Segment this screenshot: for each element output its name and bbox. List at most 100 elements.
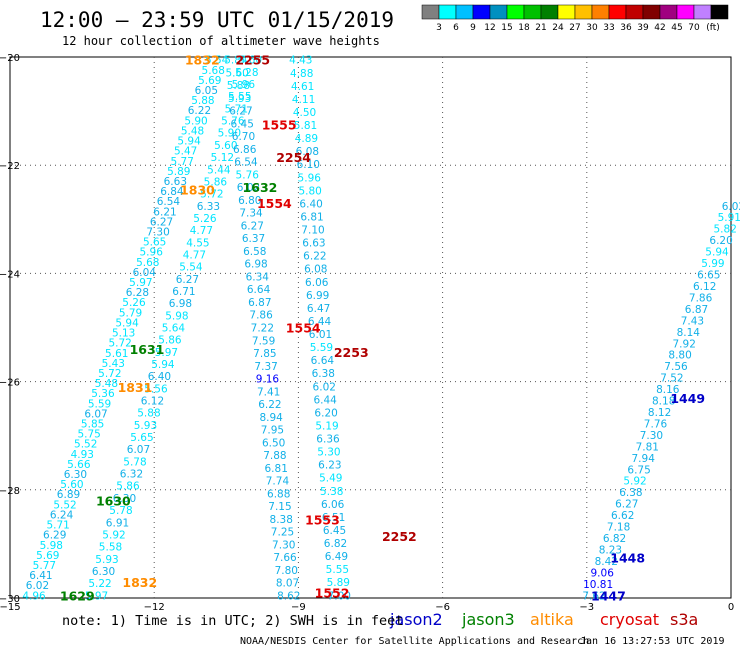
y-tick-label: −28 — [0, 486, 20, 497]
wave-height-value: 7.25 — [271, 527, 294, 539]
colorbar-swatch — [455, 4, 474, 20]
wave-height-value: 6.08 — [296, 146, 319, 158]
wave-height-value: 5.19 — [315, 420, 338, 432]
wave-height-value: 6.89 — [57, 489, 80, 501]
wave-height-value: 5.89 — [167, 166, 190, 178]
wave-track: 7.6210.819.068.428.236.827.186.626.276.3… — [582, 201, 740, 603]
satellite-legend: jason2 jason3 altika cryosat s3a — [389, 610, 698, 629]
wave-height-value: 7.10 — [301, 225, 324, 237]
wave-height-value: 4.77 — [183, 249, 206, 261]
wave-height-value: 5.71 — [46, 520, 69, 532]
wave-height-value: 7.88 — [263, 450, 286, 462]
wave-height-value: 6.04 — [133, 267, 157, 279]
wave-height-value: 5.38 — [320, 486, 343, 498]
pass-time-label: 1630 — [96, 494, 131, 509]
colorbar-label: 24 — [552, 23, 564, 33]
wave-height-value: 6.30 — [92, 566, 115, 578]
wave-height-value: 6.06 — [321, 499, 345, 511]
wave-track: 8.628.077.807.667.307.258.387.156.887.74… — [224, 55, 300, 603]
pass-time-label: 1448 — [610, 550, 645, 565]
wave-height-value: 5.72 — [98, 368, 121, 380]
wave-height-tracks: 4.966.026.415.775.695.986.295.716.245.52… — [22, 55, 740, 603]
wave-height-value: 6.27 — [241, 220, 264, 232]
wave-height-value: 6.50 — [262, 437, 285, 449]
wave-height-value: 6.38 — [619, 487, 642, 499]
colorbar-label: 45 — [671, 23, 682, 33]
wave-height-value: 6.02 — [722, 201, 740, 213]
wave-height-value: 6.84 — [160, 186, 184, 198]
wave-height-value: 5.98 — [165, 310, 188, 322]
wave-height-value: 4.43 — [289, 55, 312, 67]
wave-height-value: 7.94 — [632, 453, 656, 465]
wave-height-value: 5.54 — [179, 262, 203, 274]
wave-height-value: 8.62 — [277, 590, 300, 602]
wave-height-value: 5.47 — [174, 146, 197, 158]
wave-height-value: 8.07 — [276, 578, 299, 590]
colorbar-swatch — [574, 4, 593, 20]
wave-height-value: 5.92 — [623, 476, 646, 488]
x-tick-label: −9 — [291, 602, 306, 613]
wave-height-value: 7.22 — [251, 323, 274, 335]
wave-height-value: 5.59 — [88, 398, 111, 410]
wave-height-value: 6.12 — [141, 396, 164, 408]
pass-time-label: 1832 — [185, 53, 220, 68]
colorbar-label: 36 — [620, 23, 632, 33]
wave-height-value: 6.87 — [248, 297, 271, 309]
footer-note: note: 1) Time is in UTC; 2) SWH is in fe… — [62, 613, 403, 629]
wave-height-value: 6.41 — [29, 570, 52, 582]
wave-height-value: 7.15 — [268, 501, 291, 513]
wave-height-value: 7.00 — [328, 590, 351, 602]
wave-height-value: 8.12 — [648, 407, 671, 419]
wave-height-value: 7.92 — [673, 338, 696, 350]
wave-height-value: 5.26 — [193, 213, 217, 225]
colorbar-swatch — [557, 4, 576, 20]
wave-height-value: 5.84 — [224, 55, 248, 67]
wave-height-value: 6.88 — [267, 488, 290, 500]
pass-time-label: 1554 — [257, 196, 292, 211]
wave-height-value: 7.86 — [249, 310, 273, 322]
wave-height-value: 7.30 — [272, 539, 295, 551]
wave-height-value: 5.52 — [53, 499, 76, 511]
wave-height-value: 6.12 — [693, 281, 716, 293]
wave-height-value: 5.96 — [140, 247, 164, 259]
wave-height-value: 5.54 — [205, 55, 229, 67]
wave-height-value: 5.76 — [221, 116, 245, 128]
wave-height-value: 5.36 — [91, 388, 115, 400]
wave-height-value: 7.37 — [254, 361, 277, 373]
wave-track: 7.005.895.556.496.826.456.516.065.385.49… — [289, 55, 351, 603]
pass-time-label: 1830 — [180, 183, 215, 198]
footer-credit: NOAA/NESDIS Center for Satellite Applica… — [240, 636, 589, 647]
wave-height-value: 6.64 — [247, 284, 271, 296]
legend-jason3: jason3 — [461, 610, 515, 629]
wave-height-value: 7.66 — [273, 552, 297, 564]
wave-height-value: 6.05 — [195, 85, 218, 97]
colorbar-label: 15 — [501, 23, 512, 33]
wave-height-value: 5.56 — [144, 383, 168, 395]
chart-title: 12:00 – 23:59 UTC 01/15/2019 — [40, 8, 394, 32]
wave-height-value: 8.18 — [652, 396, 675, 408]
wave-height-value: 5.13 — [112, 328, 135, 340]
wave-height-value: 5.81 — [294, 120, 317, 132]
pass-time-label: 1629 — [60, 588, 95, 603]
wave-height-value: 5.58 — [99, 542, 122, 554]
wave-height-value: 6.01 — [309, 329, 332, 341]
wave-height-value: 5.26 — [122, 297, 146, 309]
colorbar-label: 70 — [688, 23, 700, 33]
wave-height-value: 5.78 — [123, 456, 146, 468]
wave-height-value: 6.27 — [229, 106, 252, 118]
x-tick-label: 0 — [728, 602, 734, 613]
wave-height-value: 5.69 — [36, 550, 59, 562]
wave-height-value: 4.50 — [293, 107, 316, 119]
wave-height-value: 5.99 — [701, 258, 724, 270]
wave-height-value: 5.55 — [228, 91, 251, 103]
wave-height-value: 6.40 — [299, 198, 322, 210]
wave-height-value: 6.86 — [233, 144, 257, 156]
wave-height-value: 5.93 — [134, 420, 157, 432]
wave-height-value: 6.30 — [64, 469, 87, 481]
wave-height-value: 6.63 — [164, 176, 187, 188]
wave-height-value: 6.07 — [127, 444, 150, 456]
wave-height-value: 5.60 — [225, 67, 248, 79]
wave-height-value: 6.99 — [306, 290, 329, 302]
wave-height-value: 6.28 — [126, 287, 149, 299]
y-tick-label: −22 — [0, 161, 20, 172]
